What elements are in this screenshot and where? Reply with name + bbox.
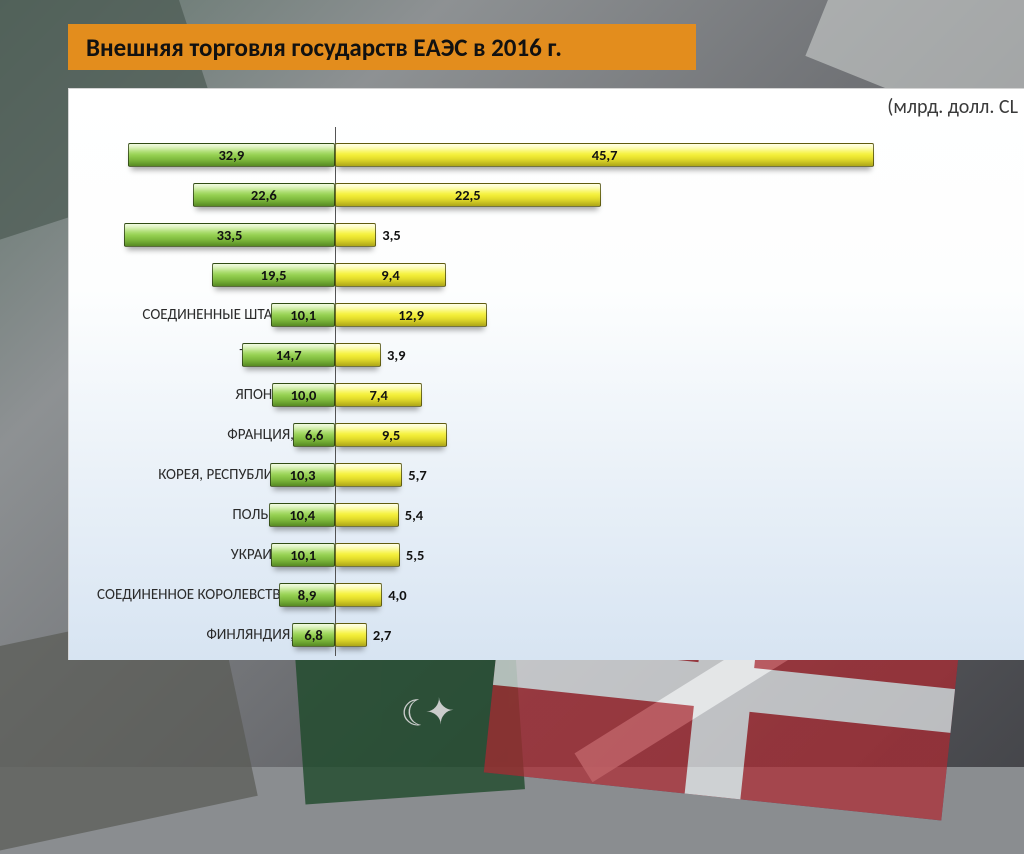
unit-label: (млрд. долл. СL — [887, 95, 1018, 119]
bar-left: 6,8 — [292, 623, 335, 647]
row-label: ФИНЛЯНДИЯ, 1,9% — [77, 626, 327, 644]
row-label: ФРАНЦИЯ, 3,2% — [77, 426, 327, 444]
chart-row: УКРАИНА, 3,1%10,15,5 — [69, 535, 1014, 575]
slide-title: Внешняя торговля государств ЕАЭС в 2016 … — [86, 32, 562, 63]
bar-left: 22,6 — [193, 183, 335, 207]
bar-left: 8,9 — [279, 583, 335, 607]
chart-row: НИДЕРЛАНДЫ, 7,3%33,53,5 — [69, 215, 1014, 255]
chart-panel: (млрд. долл. СL КИТАЙ, 15,4%32,945,7ГЕРМ… — [68, 88, 1024, 660]
bar-left: 10,4 — [269, 503, 335, 527]
chart-rows: КИТАЙ, 15,4%32,945,7ГЕРМАНИЯ, 8,8%22,622… — [69, 135, 1014, 652]
bar-right-value: 5,5 — [406, 546, 424, 564]
bar-right: 9,4 — [335, 263, 446, 287]
chart-row: ФИНЛЯНДИЯ, 1,9%6,8 2,7 — [69, 615, 1014, 655]
bar-right: 9,5 — [335, 423, 447, 447]
bar-right — [335, 623, 367, 647]
bar-left: 19,5 — [212, 263, 335, 287]
bar-right-value: 5,4 — [405, 506, 423, 524]
bar-right-value: 3,9 — [387, 346, 405, 364]
bar-right: 7,4 — [335, 383, 422, 407]
bar-right-value: 3,5 — [382, 226, 400, 244]
chart-row: ИТАЛИЯ, 5,7%19,59,4 — [69, 255, 1014, 295]
chart-row: КИТАЙ, 15,4%32,945,7 — [69, 135, 1014, 175]
chart-row: ПОЛЬША, 3,1%10,45,4 — [69, 495, 1014, 535]
bar-left: 10,0 — [272, 383, 335, 407]
bar-right-value: 5,7 — [408, 466, 426, 484]
bar-right — [335, 503, 399, 527]
bar-right-value: 4,0 — [388, 586, 406, 604]
bar-left: 6,6 — [293, 423, 335, 447]
bar-left: 10,1 — [271, 543, 335, 567]
chart-row: КОРЕЯ, РЕСПУБЛИКА, 3,1%10,35,7 — [69, 455, 1014, 495]
bar-right — [335, 343, 381, 367]
bar-right — [335, 223, 376, 247]
bar-right: 22,5 — [335, 183, 601, 207]
chart-row: ТУРЦИЯ, 3,6%14,73,9 — [69, 335, 1014, 375]
chart-row: ФРАНЦИЯ, 3,2%6,69,5 — [69, 415, 1014, 455]
bar-right — [335, 463, 402, 487]
chart-row: СОЕДИНЕННОЕ КОРОЛЕВСТВО, 2,5%8,94,0 — [69, 575, 1014, 615]
title-bar: Внешняя торговля государств ЕАЭС в 2016 … — [68, 24, 696, 70]
chart-row: СОЕДИНЕННЫЕ ШТАТЫ, 4,5%10,112,9 — [69, 295, 1014, 335]
bar-left: 10,3 — [270, 463, 335, 487]
bar-left: 14,7 — [242, 343, 335, 367]
chart-row: ЯПОНИЯ, 3,4%10,07,4 — [69, 375, 1014, 415]
bar-left: 10,1 — [271, 303, 335, 327]
bar-left: 33,5 — [124, 223, 335, 247]
bar-right: 45,7 — [335, 143, 874, 167]
chart-row: ГЕРМАНИЯ, 8,8%22,622,5 — [69, 175, 1014, 215]
bar-left: 32,9 — [128, 143, 335, 167]
bar-right-value: 2,7 — [373, 626, 391, 644]
bar-right: 12,9 — [335, 303, 487, 327]
bar-right — [335, 583, 382, 607]
bar-right — [335, 543, 400, 567]
